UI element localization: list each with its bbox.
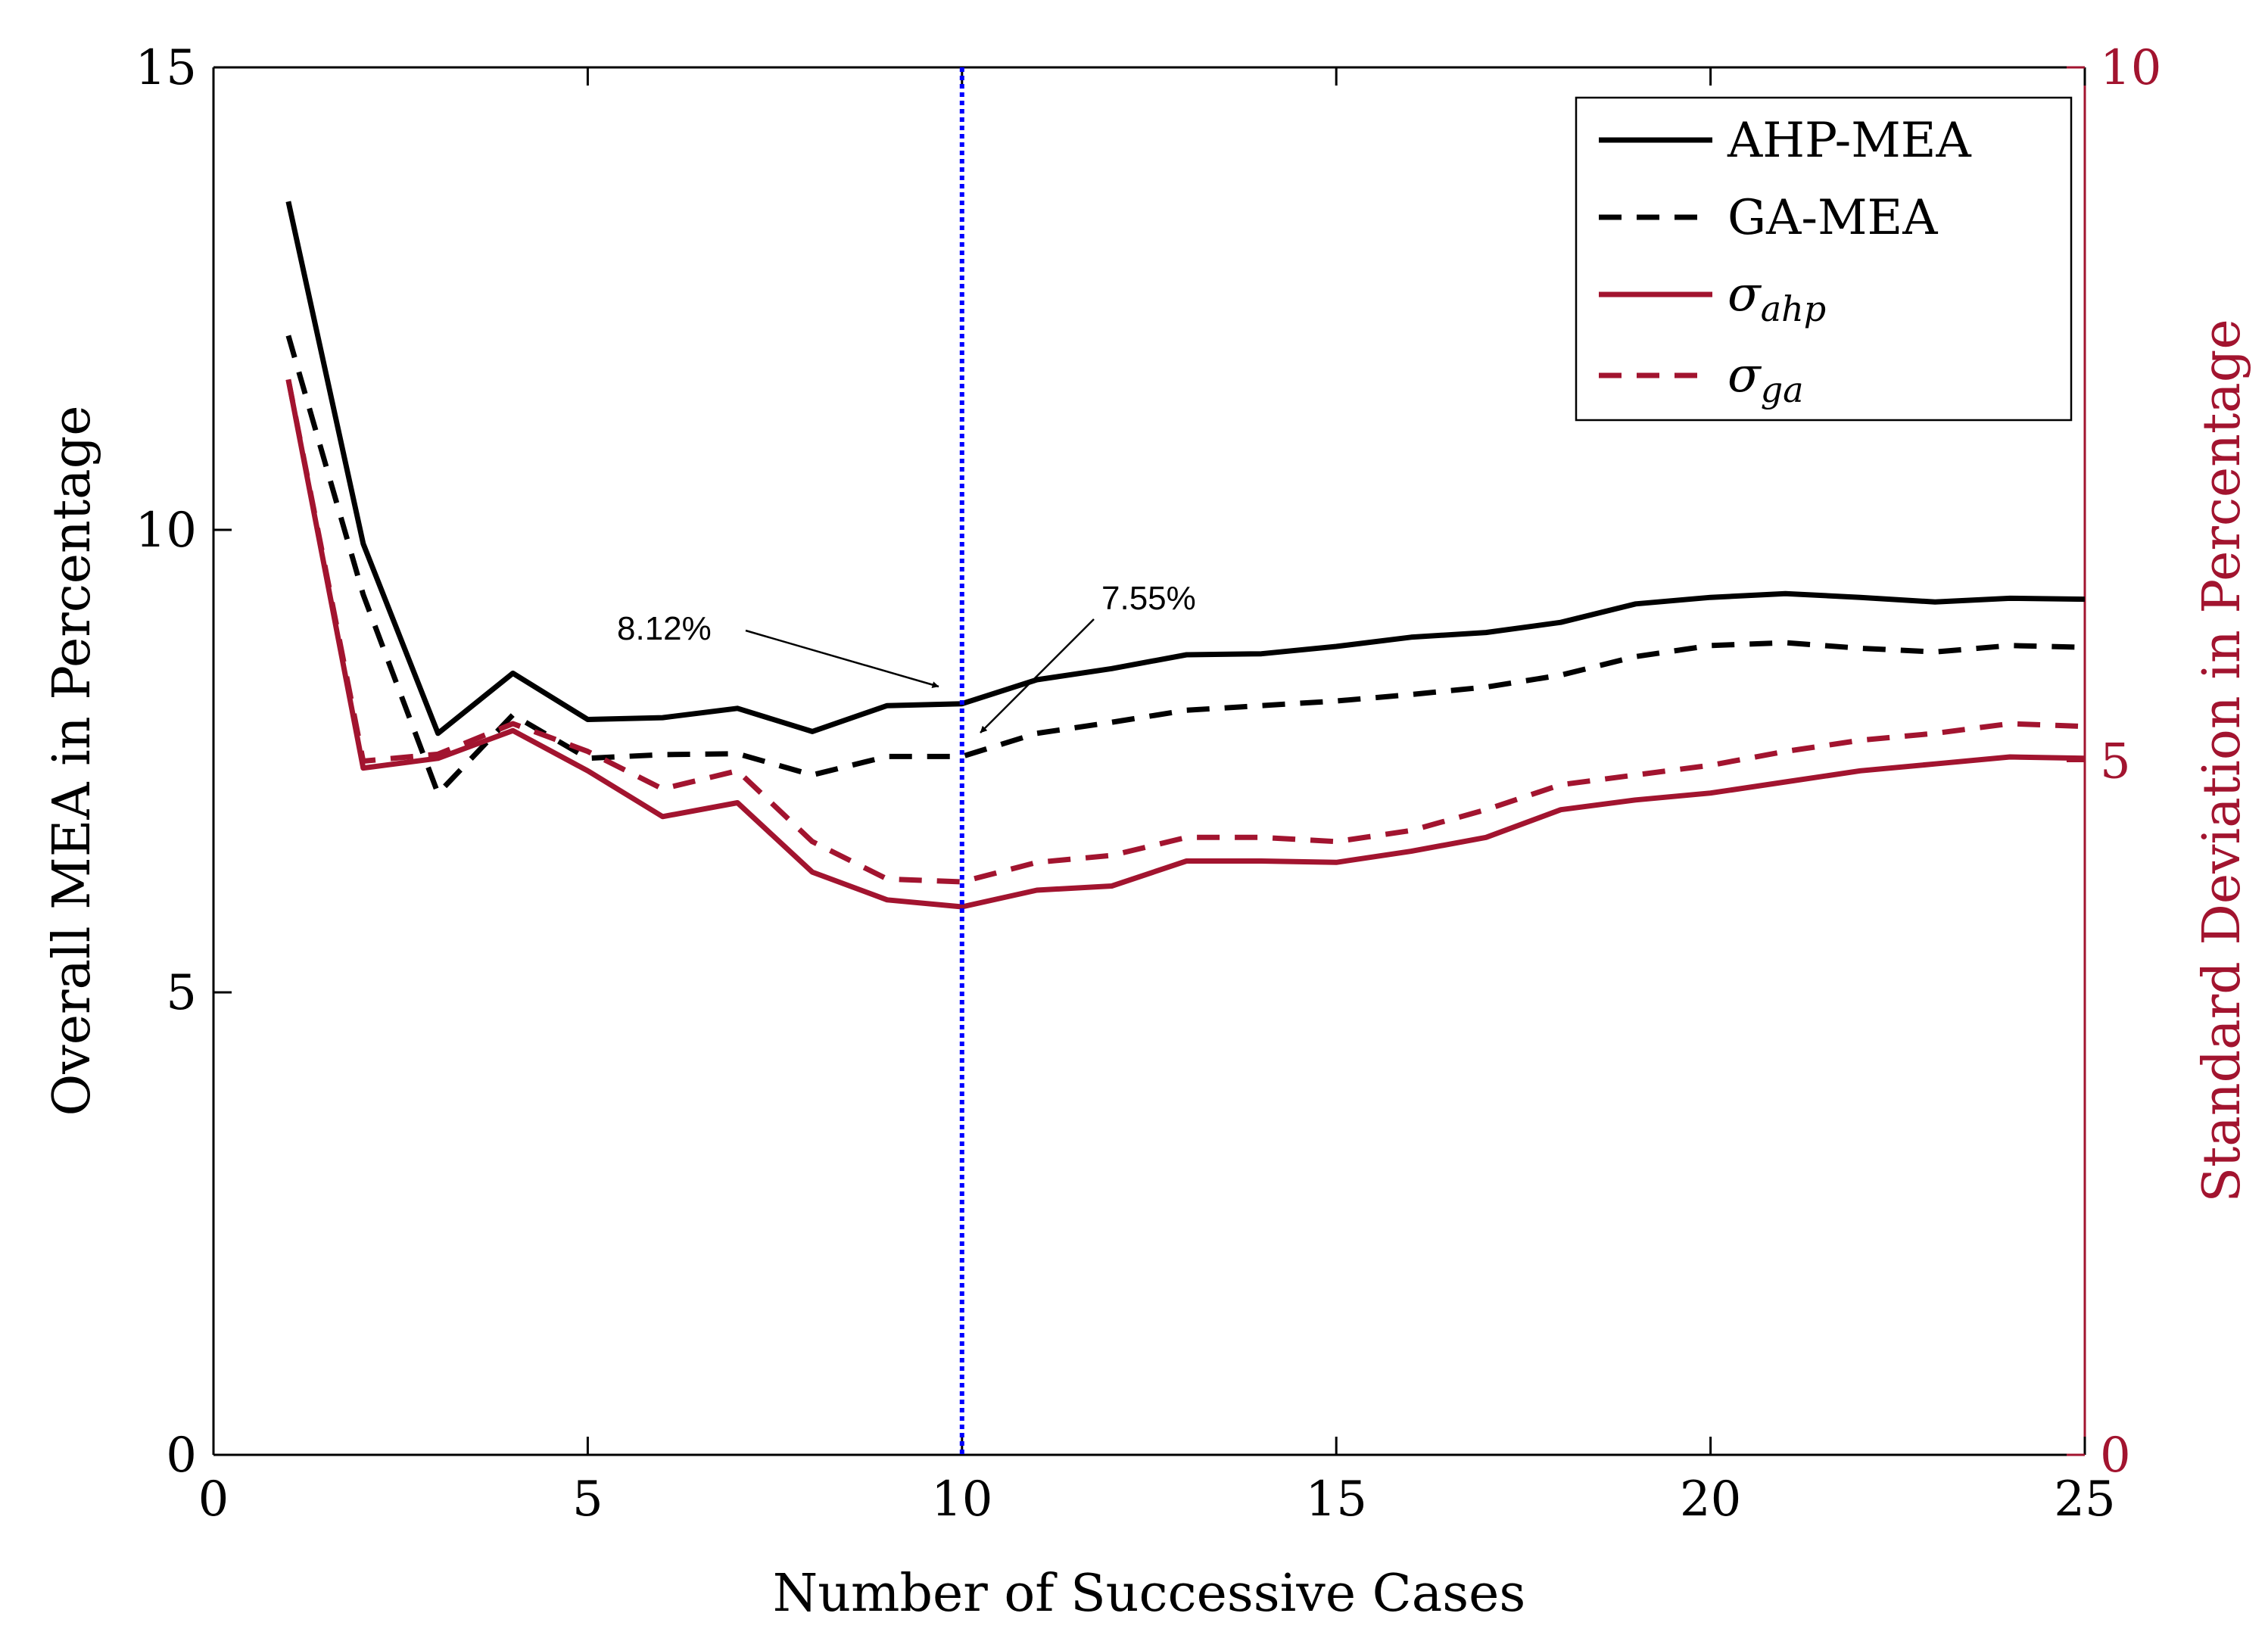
y-axis-title-right: Standard Deviation in Percentage: [2192, 319, 2252, 1202]
legend: AHP-MEA GA-MEA σahp σga: [1575, 96, 2073, 422]
x-tick-label: 0: [198, 1472, 229, 1528]
y-right-tick-label: 10: [2100, 40, 2161, 96]
annotations: 8.12% 7.55%: [617, 580, 1196, 733]
annotation-arrow-ahp: [745, 629, 939, 688]
legend-sigma-ga-symbol: σ: [1727, 347, 1762, 403]
x-axis-title: Number of Successive Cases: [773, 1564, 1526, 1624]
annotation-label-ahp: 8.12%: [617, 610, 712, 647]
series-line-sigma-ahp: [285, 378, 2085, 910]
legend-label-ga-mea: GA-MEA: [1727, 190, 1938, 246]
y-left-tick-label: 10: [136, 503, 197, 559]
series-line-ahp-mea: [285, 201, 2085, 737]
annotation-arrow-ga: [980, 618, 1095, 733]
y-left-tick-label: 0: [166, 1428, 197, 1484]
x-tick-label: 25: [2054, 1472, 2115, 1528]
legend-sigma-ahp-subscript: ahp: [1761, 288, 1827, 329]
legend-label-sigma-ga: σga: [1727, 347, 1804, 410]
legend-sigma-ga-subscript: ga: [1761, 369, 1804, 410]
x-tick-label: 15: [1305, 1472, 1366, 1528]
y-right-tick-label: 0: [2100, 1428, 2131, 1484]
annotation-label-ga: 7.55%: [1101, 580, 1196, 617]
x-tick-label: 5: [572, 1472, 603, 1528]
series-line-sigma-ga: [285, 378, 2085, 885]
y-axis-title-left: Overall MEA in Percentage: [42, 406, 102, 1116]
x-tick-label: 20: [1680, 1472, 1741, 1528]
legend-sigma-ahp-symbol: σ: [1727, 266, 1762, 322]
y-left-tick-label: 15: [136, 40, 197, 96]
legend-label-ahp-mea: AHP-MEA: [1727, 113, 1971, 169]
legend-box: [1575, 96, 2073, 422]
legend-label-sigma-ahp: σahp: [1727, 266, 1826, 329]
y-right-tick-label: 5: [2100, 734, 2131, 790]
y-left-tick-label: 5: [166, 965, 197, 1021]
series-group: [285, 67, 2085, 1455]
x-tick-label: 10: [931, 1472, 992, 1528]
